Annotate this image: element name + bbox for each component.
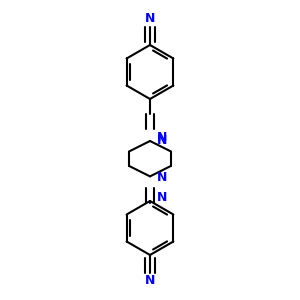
Text: N: N <box>157 171 167 184</box>
Text: N: N <box>157 134 167 147</box>
Text: N: N <box>157 191 167 204</box>
Text: N: N <box>157 131 167 144</box>
Text: N: N <box>145 13 155 26</box>
Text: N: N <box>145 274 155 287</box>
